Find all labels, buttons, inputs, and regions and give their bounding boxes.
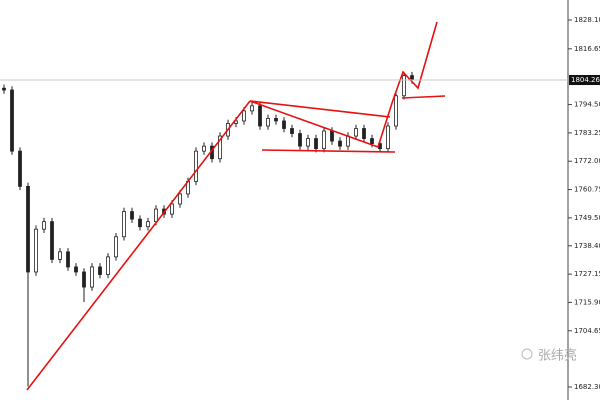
candle-body xyxy=(138,218,142,228)
candle-body xyxy=(114,236,118,258)
candle-body xyxy=(66,251,70,268)
trendlines xyxy=(26,21,446,391)
candle-body xyxy=(50,221,54,260)
candle-body xyxy=(26,185,30,273)
candle-body xyxy=(346,135,350,147)
trendline xyxy=(401,95,446,99)
y-tick-label: 1828.10 xyxy=(574,16,600,24)
candle-body xyxy=(34,228,38,273)
candle-body xyxy=(90,266,94,288)
candle-body xyxy=(298,133,302,147)
y-tick-label: 1816.65 xyxy=(574,45,600,53)
candle-body xyxy=(394,95,398,127)
candle-body xyxy=(362,128,366,139)
candle-body xyxy=(18,150,22,187)
candle-body xyxy=(274,118,278,122)
candle-body xyxy=(2,87,6,91)
y-tick-label: 1783.25 xyxy=(574,129,600,137)
trendline xyxy=(261,149,396,153)
candle-body xyxy=(42,221,46,230)
current-price-label: 1804.26 xyxy=(571,76,600,84)
candle-body xyxy=(178,193,182,205)
candle-body xyxy=(266,118,270,127)
y-tick-label: 1760.75 xyxy=(574,186,600,194)
watermark-icon xyxy=(521,348,533,360)
candle-body xyxy=(58,251,62,260)
watermark: 张纬亮 xyxy=(521,348,577,364)
candle-body xyxy=(218,135,222,160)
trendline xyxy=(26,100,251,391)
candle-body xyxy=(354,128,358,137)
candle-body xyxy=(402,75,406,97)
current-price-box xyxy=(569,75,600,86)
y-tick-label: 1715.90 xyxy=(574,298,600,306)
candle-body xyxy=(370,138,374,145)
y-tick-label: 1704.65 xyxy=(574,327,600,335)
candle-body xyxy=(290,128,294,134)
candle-body xyxy=(338,140,342,147)
candle-body xyxy=(82,271,86,288)
y-tick-label: 1794.50 xyxy=(574,101,600,109)
candle-body xyxy=(250,105,254,112)
candle-body xyxy=(146,221,150,228)
candle-body xyxy=(130,211,134,220)
trendline xyxy=(377,99,394,148)
candle-body xyxy=(122,211,126,238)
trendline xyxy=(249,100,391,118)
y-tick-label: 1772.00 xyxy=(574,157,600,165)
candle-body xyxy=(282,120,286,129)
candle-body xyxy=(322,130,326,150)
candle-body xyxy=(258,105,262,127)
candle-body xyxy=(242,110,246,122)
trendline xyxy=(249,100,379,148)
candle-body xyxy=(106,256,110,275)
y-tick-label: 1682.30 xyxy=(574,383,600,391)
y-tick-label: 1749.50 xyxy=(574,214,600,222)
candle-body xyxy=(194,150,198,182)
candle-body xyxy=(154,208,158,223)
candle-body xyxy=(98,266,102,275)
candle-body xyxy=(330,130,334,142)
y-tick-label: 1727.15 xyxy=(574,270,600,278)
candle-body xyxy=(202,145,206,152)
watermark-text: 张纬亮 xyxy=(538,348,577,364)
candle-body xyxy=(74,266,78,273)
candle-body xyxy=(314,138,318,150)
candle-body xyxy=(306,138,310,147)
candle-body xyxy=(386,125,390,150)
y-tick-label: 1738.40 xyxy=(574,242,600,250)
candle-body xyxy=(170,203,174,215)
candle-body xyxy=(10,89,14,152)
